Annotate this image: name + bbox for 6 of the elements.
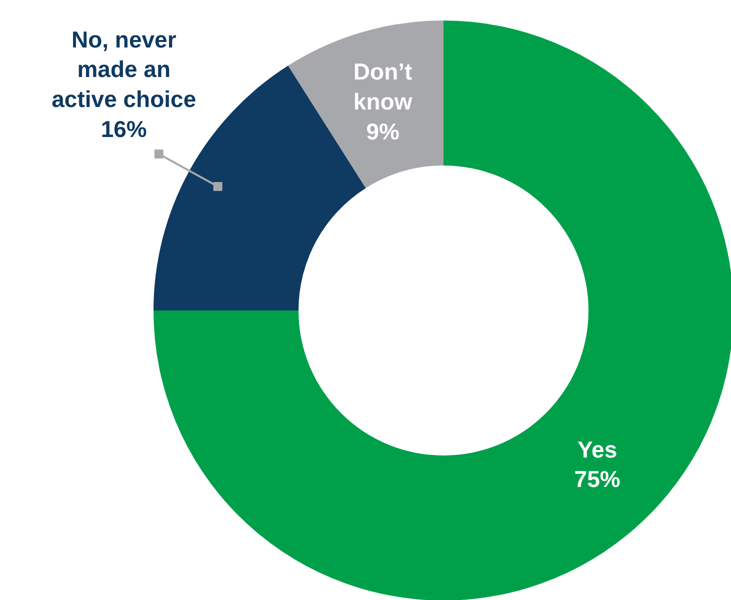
data-label: 75% (574, 466, 620, 492)
slice-label: Don’t know (353, 58, 413, 115)
slice-label: No, never made an active choice (52, 26, 196, 112)
data-label: 16% (100, 116, 147, 142)
slice-label: Yes (577, 436, 618, 462)
data-label: 9% (366, 118, 400, 145)
